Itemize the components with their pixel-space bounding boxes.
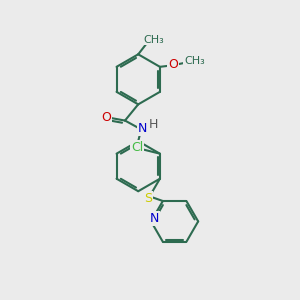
Text: H: H xyxy=(149,118,158,130)
Text: CH₃: CH₃ xyxy=(143,34,164,45)
Text: O: O xyxy=(168,58,178,71)
Text: N: N xyxy=(138,122,147,135)
Text: N: N xyxy=(149,212,159,225)
Text: CH₃: CH₃ xyxy=(184,56,205,66)
Text: O: O xyxy=(101,110,111,124)
Text: S: S xyxy=(144,192,152,205)
Text: Cl: Cl xyxy=(131,141,143,154)
